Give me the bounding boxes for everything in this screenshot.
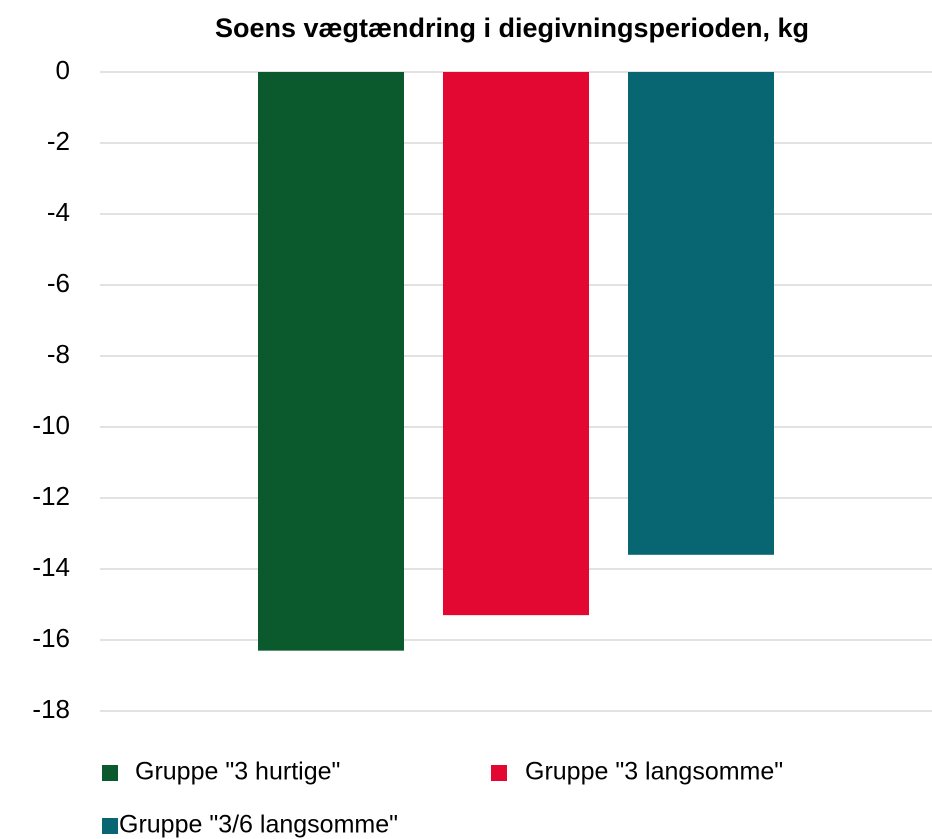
bar (443, 72, 589, 616)
bar (258, 72, 404, 651)
legend-label: Gruppe "3/6 langsomme" (119, 811, 398, 839)
y-tick-label: -4 (47, 197, 70, 227)
y-tick-label: -12 (32, 481, 70, 511)
legend-marker (102, 818, 118, 834)
y-tick-label: -14 (32, 552, 70, 582)
legend-marker (491, 765, 507, 781)
y-tick-label: -16 (32, 623, 70, 653)
bar (628, 72, 774, 555)
legend-label: Gruppe "3 langsomme" (525, 758, 783, 786)
legend-marker (102, 765, 118, 781)
legend-label: Gruppe "3 hurtige" (135, 758, 340, 786)
y-tick-label: -8 (47, 339, 70, 369)
chart-title: Soens vægtændring i diegivningsperioden,… (215, 13, 809, 43)
y-tick-label: -18 (32, 694, 70, 724)
y-tick-label: 0 (56, 55, 70, 85)
y-tick-label: -10 (32, 410, 70, 440)
y-tick-label: -2 (47, 126, 70, 156)
y-tick-label: -6 (47, 268, 70, 298)
